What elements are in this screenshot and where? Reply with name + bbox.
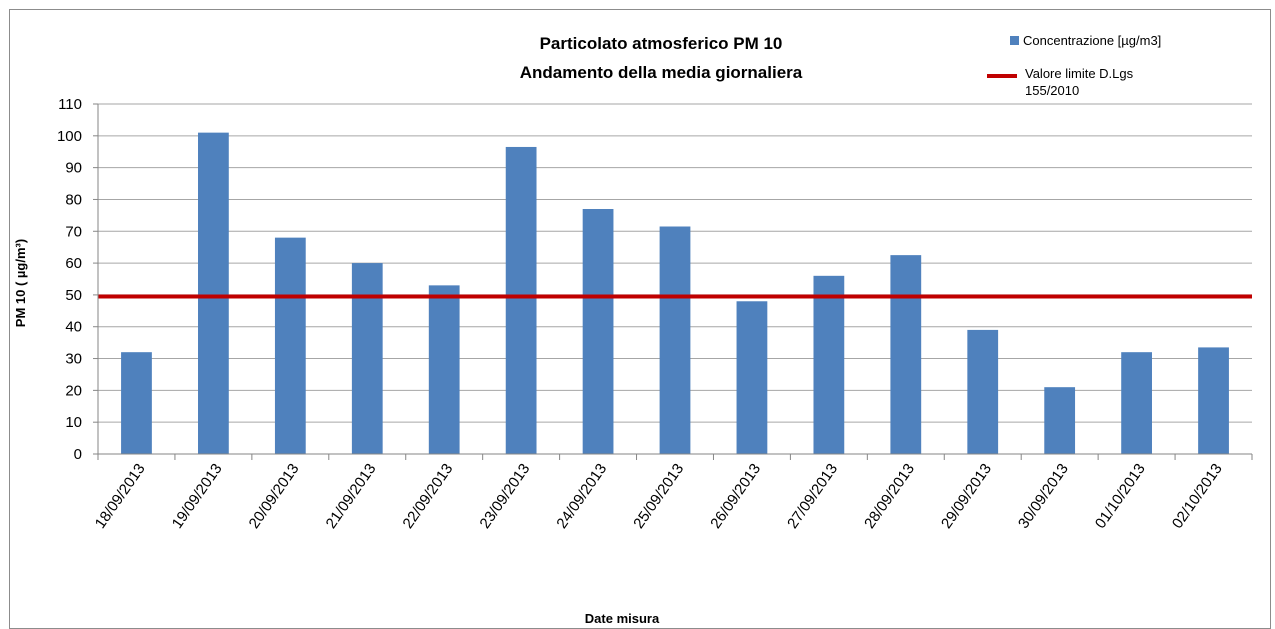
x-tick-label: 22/09/2013 (399, 461, 456, 532)
chart-title-line1: Particolato atmosferico PM 10 (540, 34, 783, 53)
y-tick-label: 50 (65, 287, 82, 304)
legend-label-limit-line2: 155/2010 (1025, 83, 1079, 98)
legend-label-bars: Concentrazione [µg/m3] (1023, 33, 1161, 48)
y-tick-label: 110 (58, 96, 82, 113)
bar-21/09/2013 (351, 263, 383, 454)
y-tick-label: 90 (65, 160, 82, 177)
bar-26/09/2013 (736, 301, 768, 454)
y-tick-labels: 0 10 20 30 40 50 60 70 80 90 100 110 (57, 96, 98, 463)
y-tick-label: 100 (57, 128, 82, 145)
x-tick-labels: 18/09/2013 19/09/2013 20/09/2013 21/09/2013… (92, 461, 1226, 532)
legend-label-limit-line1: Valore limite D.Lgs (1025, 66, 1134, 81)
x-tick-label: 29/09/2013 (938, 461, 995, 532)
bar-19/09/2013 (198, 132, 229, 455)
bar-28/09/2013 (890, 255, 922, 454)
y-tick-label: 70 (65, 223, 82, 240)
x-tick-label: 28/09/2013 (861, 461, 918, 532)
bars (121, 132, 1229, 455)
x-tick-label: 24/09/2013 (553, 461, 610, 532)
bar-01/10/2013 (1121, 352, 1152, 454)
bar-22/09/2013 (428, 285, 460, 454)
bar-29/09/2013 (967, 329, 999, 454)
y-tick-label: 80 (65, 191, 82, 208)
y-axis-label: PM 10 ( µg/m³) (13, 239, 28, 327)
x-tick-label: 27/09/2013 (784, 461, 841, 532)
bar-30/09/2013 (1044, 387, 1076, 454)
x-tick-label: 20/09/2013 (246, 461, 303, 532)
x-tick-label: 02/10/2013 (1169, 461, 1226, 532)
x-axis-label: Date misura (585, 611, 660, 626)
y-tick-label: 40 (65, 319, 82, 336)
x-tick-label: 26/09/2013 (707, 461, 764, 532)
bar-02/10/2013 (1198, 347, 1229, 454)
x-tick-label: 01/10/2013 (1092, 461, 1149, 532)
bar-18/09/2013 (121, 352, 152, 454)
y-tick-label: 30 (65, 351, 82, 368)
bar-23/09/2013 (505, 146, 537, 455)
y-tick-label: 0 (74, 446, 82, 463)
x-tick-label: 19/09/2013 (169, 461, 226, 532)
bar-27/09/2013 (813, 275, 845, 454)
legend: Concentrazione [µg/m3] Valore limite D.L… (987, 33, 1161, 98)
x-tick-label: 25/09/2013 (630, 461, 687, 532)
x-tick-label: 18/09/2013 (92, 461, 149, 532)
legend-swatch-bars (1010, 36, 1019, 45)
x-tick-label: 21/09/2013 (323, 461, 380, 532)
chart-title-line2: Andamento della media giornaliera (520, 63, 803, 82)
y-tick-label: 10 (65, 414, 82, 431)
y-tick-label: 60 (65, 255, 82, 272)
x-tick-label: 23/09/2013 (476, 461, 533, 532)
y-tick-label: 20 (65, 382, 82, 399)
x-tick-label: 30/09/2013 (1015, 461, 1072, 532)
bar-24/09/2013 (582, 209, 614, 454)
axes (97, 104, 1253, 460)
bar-20/09/2013 (274, 237, 306, 454)
bar-25/09/2013 (659, 226, 691, 454)
